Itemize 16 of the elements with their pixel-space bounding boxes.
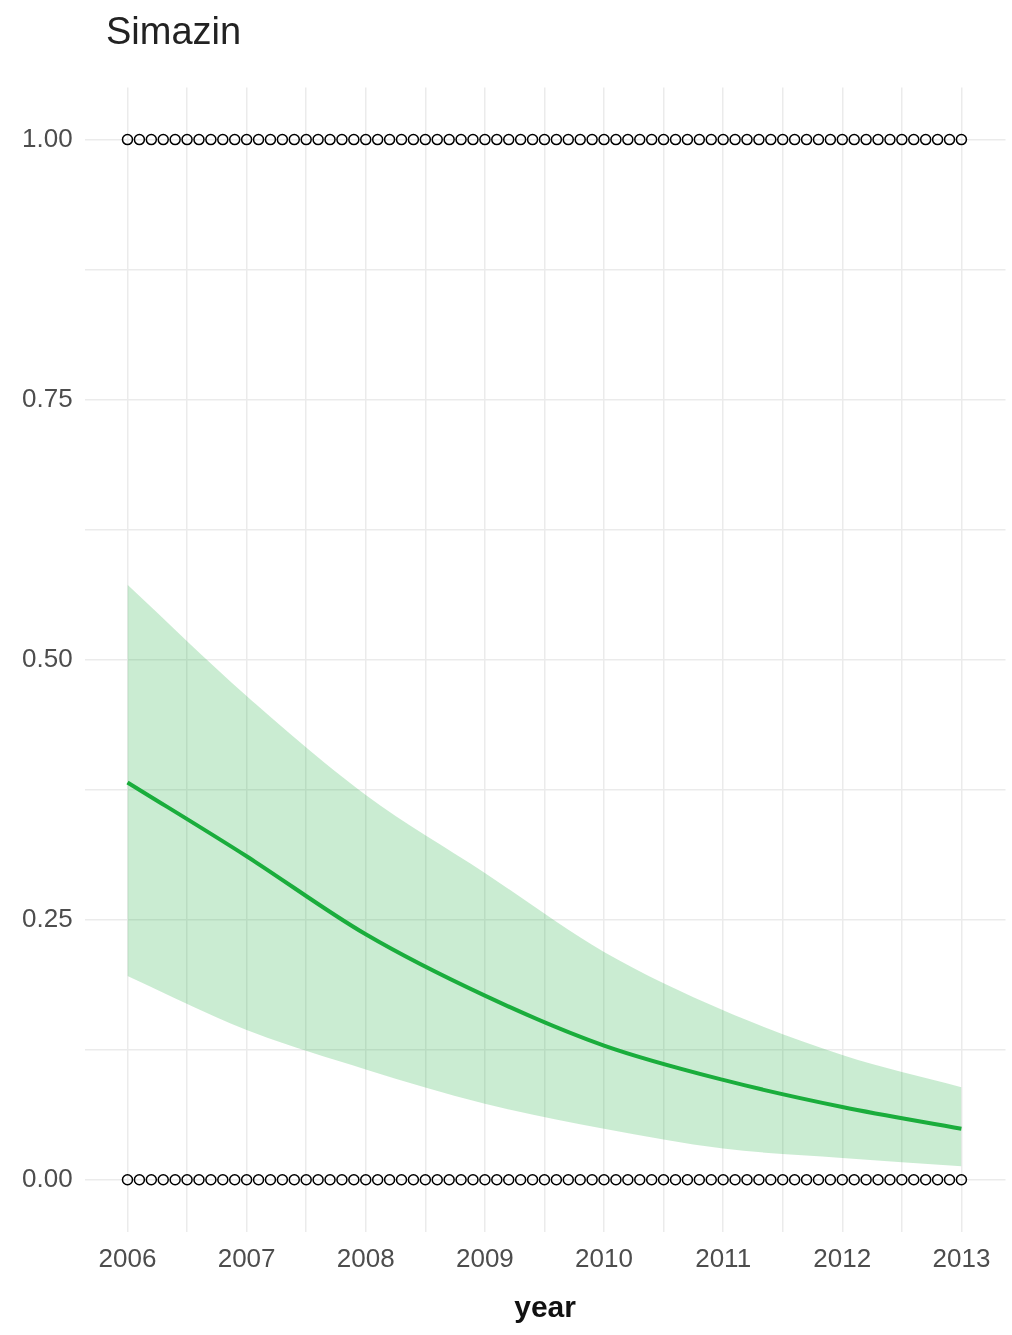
x-tick-label: 2012 [813, 1242, 872, 1273]
x-tick-label: 2010 [575, 1242, 633, 1273]
x-tick-label: 2006 [98, 1242, 157, 1273]
y-tick-label: 0.00 [21, 1162, 73, 1193]
y-tick-label: 0.75 [21, 382, 73, 413]
line-series [125, 780, 964, 1131]
x-tick-label: 2011 [695, 1242, 752, 1273]
y-tick-label: 1.00 [21, 122, 73, 153]
chart-title: Simazin [106, 10, 242, 53]
x-tick-label: 2013 [932, 1242, 991, 1273]
x-tick-label: 2007 [217, 1242, 276, 1273]
x-axis-title: year [514, 1290, 577, 1324]
y-tick-label: 0.50 [21, 642, 73, 673]
x-tick-label: 2009 [455, 1242, 514, 1273]
x-tick-label: 2008 [336, 1242, 395, 1273]
y-tick-label: 0.25 [21, 902, 73, 933]
